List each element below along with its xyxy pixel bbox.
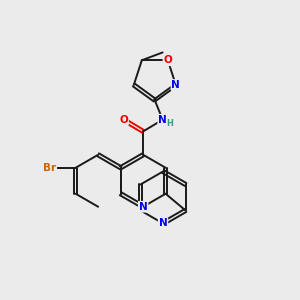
Text: O: O — [164, 55, 172, 65]
Text: N: N — [139, 202, 148, 212]
Text: Br: Br — [43, 163, 56, 173]
Text: N: N — [159, 218, 167, 228]
Text: H: H — [167, 119, 173, 128]
Text: N: N — [172, 80, 180, 90]
Text: O: O — [119, 115, 128, 125]
Text: N: N — [158, 115, 167, 125]
